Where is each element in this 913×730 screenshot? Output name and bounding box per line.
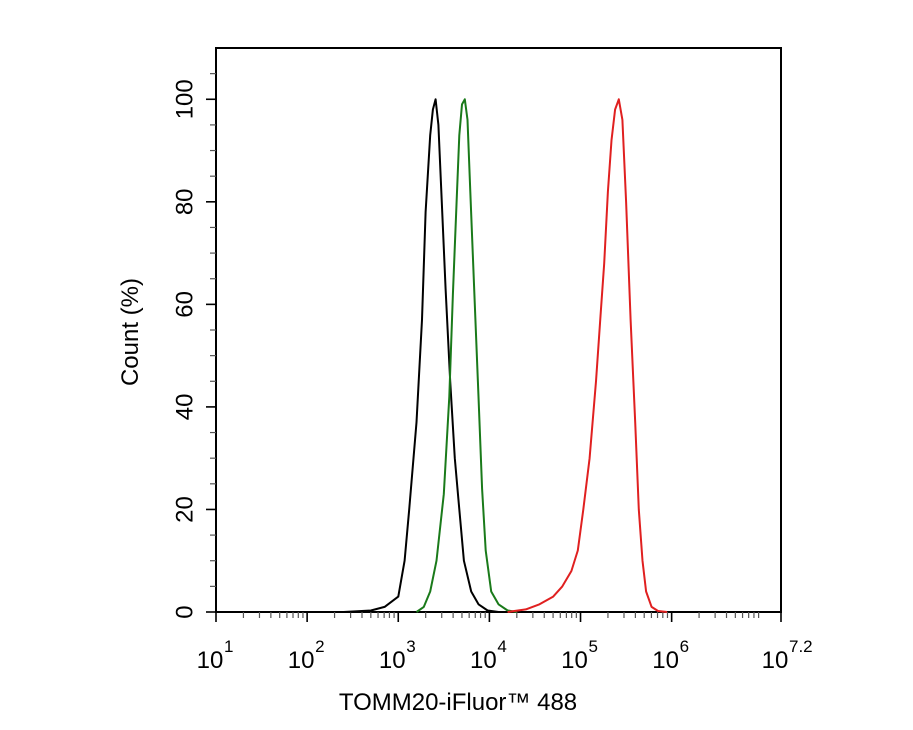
y-axis-ticks: 0 20 40 60 80 100 xyxy=(171,79,216,619)
y-tick-label: 100 xyxy=(171,79,198,119)
series-group xyxy=(343,98,668,613)
y-tick-label: 0 xyxy=(171,605,198,618)
y-tick-label: 80 xyxy=(171,188,198,215)
x-tick-label: 10 xyxy=(470,647,497,674)
x-tick-label: 10 xyxy=(561,647,588,674)
x-axis-title: TOMM20-iFluor™ 488 xyxy=(339,689,577,716)
series-line-1 xyxy=(343,98,499,613)
y-tick-label: 20 xyxy=(171,496,198,523)
minor-ticks xyxy=(210,73,760,618)
x-tick-label: 10 xyxy=(288,647,315,674)
series-line-2 xyxy=(415,98,517,613)
x-tick-exponent: 3 xyxy=(406,637,415,656)
x-tick-label: 10 xyxy=(379,647,406,674)
x-tick-exponent: 4 xyxy=(497,637,506,656)
x-tick-label: 10 xyxy=(652,647,679,674)
x-tick-exponent: 1 xyxy=(224,637,233,656)
y-tick-label: 60 xyxy=(171,291,198,318)
x-tick-label: 10 xyxy=(762,647,789,674)
x-tick-exponent: 5 xyxy=(589,637,598,656)
y-axis-title: Count (%) xyxy=(117,278,144,386)
y-tick-label: 40 xyxy=(171,394,198,421)
x-tick-exponent: 6 xyxy=(680,637,689,656)
plot-frame xyxy=(215,47,782,613)
x-tick-label: 10 xyxy=(197,647,224,674)
x-tick-exponent: 7.2 xyxy=(789,637,813,656)
x-tick-exponent: 2 xyxy=(315,637,324,656)
series-line-3 xyxy=(507,98,668,613)
